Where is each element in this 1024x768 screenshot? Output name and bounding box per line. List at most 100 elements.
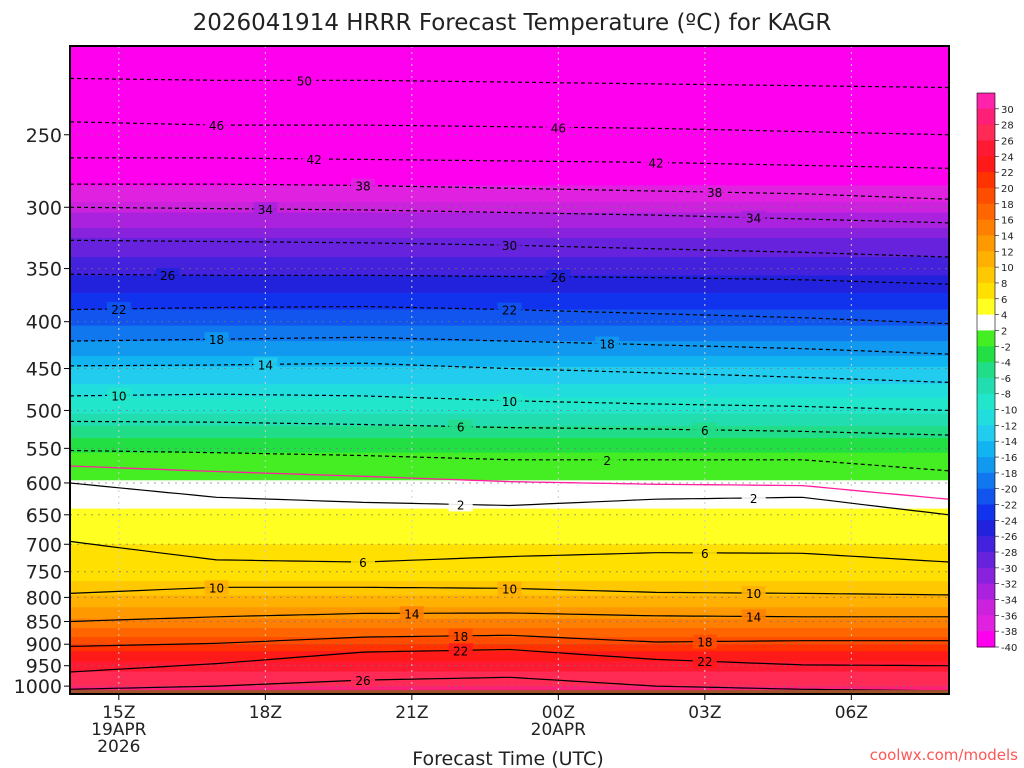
temperature-band [70,546,949,550]
contour-label-bg [595,452,620,467]
temperature-band [70,222,949,229]
contour-label: 6 [359,556,367,570]
temperature-band [70,663,949,666]
contour-label-bg [292,73,317,88]
contour-label-bg [702,185,727,200]
temperature-band [70,666,949,669]
colorbar-swatch [977,504,995,521]
contour-label-bg [741,490,766,505]
colorbar-swatch [977,409,995,426]
temperature-band [70,508,949,512]
colorbar-label: -40 [1001,643,1017,654]
temperature-band [70,469,949,473]
colorbar-swatch [977,203,995,221]
colorbar-label: 4 [1001,311,1007,322]
contour-label: 46 [209,119,224,133]
colorbar-swatch [977,583,995,601]
contour-label-bg [204,332,229,347]
colorbar: 30 28 26 24 22 20 18 16 14 12 10 8 6 4 2 -2 -4 -6 -8 -10 -12… [976,92,1017,654]
contour-14 [70,612,949,623]
contour-label: 22 [111,303,126,317]
contour-label: 6 [457,421,465,435]
contour-26 [70,676,949,692]
y-tick-label: 500 [26,400,62,422]
temperature-band [70,232,949,239]
colorbar-swatch [977,362,995,379]
colorbar-frame [976,92,996,648]
temperature-band [70,227,949,234]
temperature-band [70,297,949,302]
temperature-band [70,576,949,580]
temperature-band [70,544,949,548]
temperature-band [70,76,949,85]
temperature-band [70,649,949,652]
temperature-band [70,105,949,113]
temperature-band [70,532,949,536]
colorbar-swatch [977,393,995,411]
contour-label-bg [204,580,229,595]
colorbar-label: -4 [1001,358,1011,369]
temperature-band [70,196,949,203]
temperature-band [70,266,949,272]
temperature-band [70,488,949,492]
contour-label-bg [546,269,571,284]
temperature-band [70,477,949,481]
colorbar-label: -20 [1001,485,1017,496]
temperature-band [70,579,949,582]
contour-label-bg [546,120,571,135]
colorbar-swatch [977,346,995,363]
watermark: coolwx.com/models [870,746,1018,764]
colorbar-label: -18 [1001,469,1017,480]
temperature-band [70,455,949,459]
temperature-band [70,321,949,327]
contour-label-bg [497,302,522,317]
temperature-band [70,363,949,368]
colorbar-swatch [977,330,995,347]
contour-label: 42 [648,156,663,170]
temperature-band [70,472,949,476]
contour-label: 18 [600,338,615,352]
temperature-band [70,317,949,323]
colorbar-swatch [977,108,995,126]
temperature-band [70,684,949,687]
colorbar-label: 24 [1001,152,1014,163]
temperature-band [70,144,949,151]
temperature-band [70,212,949,219]
contour-label: 26 [160,269,175,283]
temperature-band [70,261,949,267]
y-tick-label: 950 [26,656,62,678]
ground-terrain [70,690,949,694]
colorbar-label: -28 [1001,548,1017,559]
contour-label-bg [302,151,327,166]
temperature-band [70,520,949,524]
temperature-band [70,541,949,545]
contour-label-bg [741,210,766,225]
temperature-band [70,506,949,510]
temperature-band [70,562,949,565]
colorbar-swatch [977,187,995,205]
temperature-band [70,516,949,520]
temperature-band [70,599,949,602]
temperature-band [70,539,949,543]
temperature-band [70,217,949,224]
temperature-band [70,449,949,454]
x-axis-label: Forecast Time (UTC) [412,748,603,768]
colorbar-label: 30 [1001,105,1014,116]
temperature-band [70,638,949,642]
temperature-band [70,461,949,465]
colorbar-label: -38 [1001,627,1017,638]
colorbar-label: 18 [1001,200,1014,211]
temperature-band [70,482,949,487]
contour-label: 10 [746,587,761,601]
x-tick-label: 2026 [97,737,140,757]
y-tick-label: 850 [26,611,62,633]
y-axis: 2503003504004505005506006507007508008509… [14,125,70,698]
y-tick-label: 700 [26,534,62,556]
temperature-band [70,525,949,529]
colorbar-swatch [977,441,995,458]
contour-label: 26 [551,271,566,285]
contour-label: 18 [453,630,468,644]
contour-label: 38 [707,186,722,200]
temperature-band [70,438,949,442]
temperature-band [70,443,949,448]
